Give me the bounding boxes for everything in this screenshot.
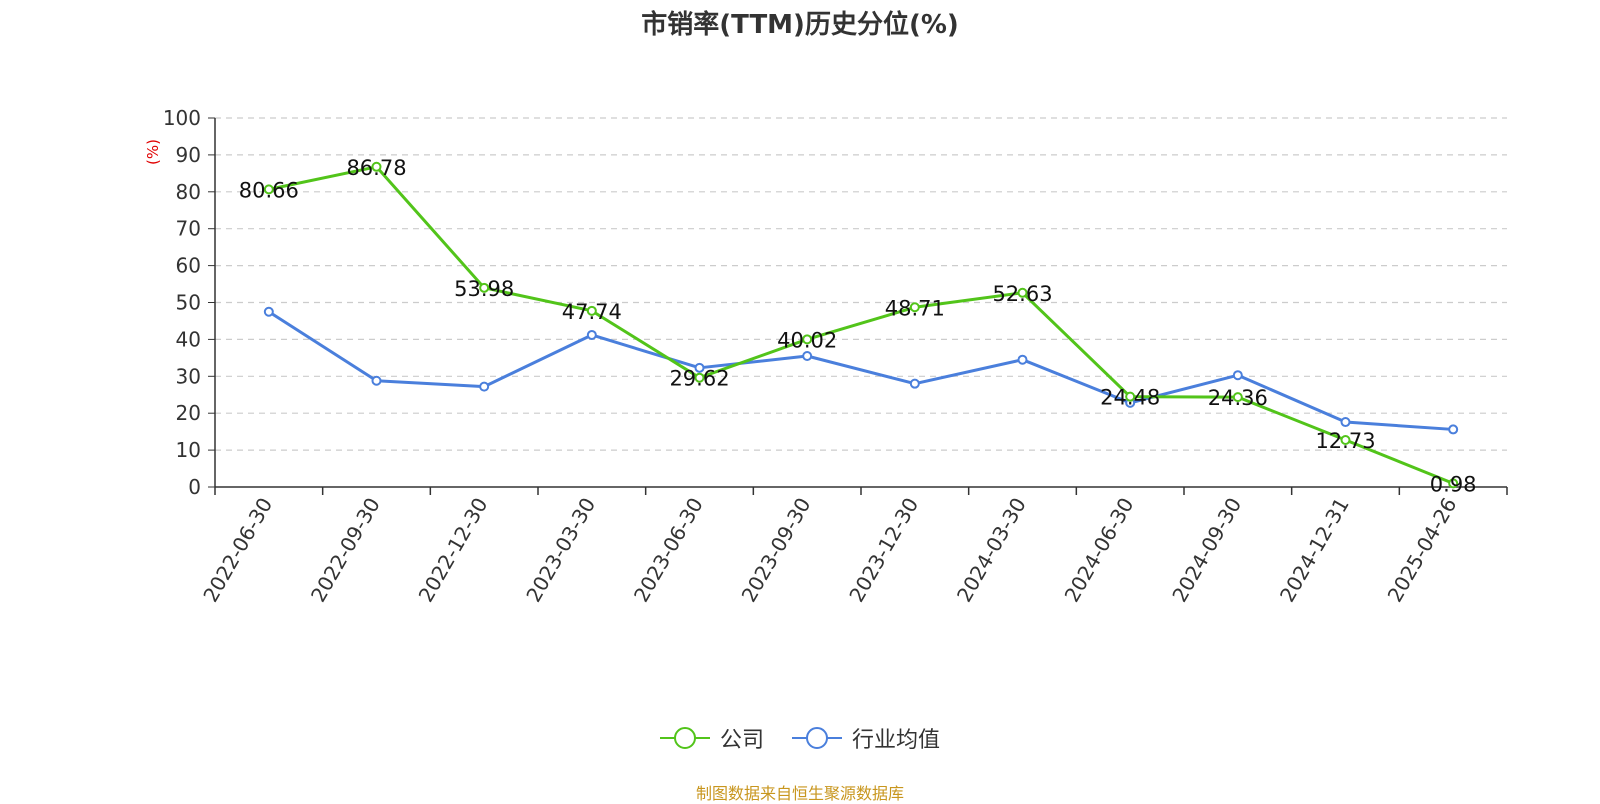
data-label: 52.63 [992, 282, 1052, 306]
data-label: 29.62 [669, 367, 729, 391]
data-point [802, 334, 813, 345]
y-tick-label: 10 [176, 438, 201, 462]
y-tick-label: 30 [176, 364, 201, 388]
y-tick-label: 70 [176, 217, 201, 241]
y-tick-label: 0 [188, 475, 201, 499]
data-label: 86.78 [346, 156, 406, 180]
data-point [694, 372, 705, 383]
y-tick-label: 50 [176, 291, 201, 315]
source-note: 制图数据来自恒生聚源数据库 [695, 784, 904, 803]
data-label: 53.98 [454, 277, 514, 301]
data-point [263, 184, 274, 195]
legend: 公司 行业均值 [0, 722, 1600, 754]
y-tick-label: 80 [176, 180, 201, 204]
y-tick-label: 60 [176, 254, 201, 278]
data-label: 80.66 [239, 178, 299, 202]
x-tick-label: 2023-03-30 [521, 494, 600, 607]
x-tick-label: 2022-12-30 [414, 494, 493, 607]
data-point [1232, 392, 1243, 403]
chart-title: 市销率(TTM)历史分位(%) [641, 10, 959, 40]
legend-marker-industry-icon [792, 727, 842, 749]
data-point [1448, 478, 1459, 489]
data-point [479, 282, 490, 293]
data-label: 47.74 [562, 300, 622, 324]
data-label: 48.71 [885, 296, 945, 320]
legend-label-company: 公司 [719, 728, 764, 753]
data-label: 12.73 [1315, 429, 1375, 453]
data-point [1448, 424, 1459, 435]
series-line-0 [268, 165, 1454, 485]
data-point [694, 362, 705, 373]
data-point [479, 381, 490, 392]
data-point [1017, 354, 1028, 365]
data-point [909, 378, 920, 389]
x-tick-label: 2024-06-30 [1060, 494, 1139, 607]
x-tick-label: 2025-04-26 [1383, 494, 1462, 607]
x-tick-label: 2024-12-31 [1275, 494, 1354, 607]
data-point [1340, 435, 1351, 446]
y-tick-label: 100 [163, 106, 201, 130]
data-label: 24.36 [1208, 386, 1268, 410]
data-point [371, 375, 382, 386]
data-point [371, 161, 382, 172]
data-point [586, 305, 597, 316]
legend-marker-company-icon [659, 727, 710, 749]
legend-item-industry-average[interactable]: 行业均值 [792, 722, 940, 754]
data-point [586, 329, 597, 340]
x-tick-label: 2023-12-30 [844, 494, 923, 607]
y-tick-label: 40 [176, 327, 201, 351]
y-tick-label: 90 [176, 143, 201, 167]
data-point [802, 351, 813, 362]
legend-item-company[interactable]: 公司 [659, 722, 764, 754]
y-axis-label: (%) [144, 139, 162, 165]
data-point [1340, 417, 1351, 428]
data-point [909, 302, 920, 313]
data-label: 40.02 [777, 328, 837, 352]
x-tick-label: 2023-06-30 [629, 494, 708, 607]
data-point [1017, 287, 1028, 298]
data-point [1232, 370, 1243, 381]
x-tick-label: 2022-09-30 [306, 494, 385, 607]
data-label: 24.48 [1100, 386, 1160, 410]
data-point [263, 306, 274, 317]
data-label: 0.98 [1430, 472, 1477, 496]
data-point [1125, 391, 1136, 402]
x-tick-label: 2023-09-30 [737, 494, 816, 607]
x-tick-label: 2024-03-30 [952, 494, 1031, 607]
series-line-1 [268, 310, 1454, 431]
legend-label-industry-average: 行业均值 [852, 728, 941, 753]
y-tick-label: 20 [176, 401, 201, 425]
x-tick-label: 2022-06-30 [198, 494, 277, 607]
x-tick-label: 2024-09-30 [1167, 494, 1246, 607]
